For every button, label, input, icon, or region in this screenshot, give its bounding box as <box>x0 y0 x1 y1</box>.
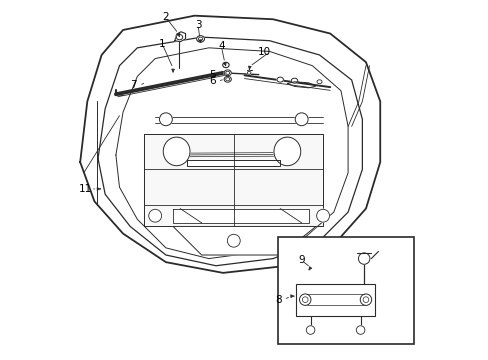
Text: 8: 8 <box>275 295 281 305</box>
Bar <box>278 237 413 344</box>
Circle shape <box>227 234 240 247</box>
Polygon shape <box>287 82 315 88</box>
Ellipse shape <box>224 76 231 82</box>
Circle shape <box>358 253 369 264</box>
Circle shape <box>363 297 368 302</box>
Polygon shape <box>116 48 347 258</box>
Text: 4: 4 <box>218 41 224 51</box>
Ellipse shape <box>176 35 183 40</box>
Circle shape <box>148 209 162 222</box>
Polygon shape <box>175 32 185 42</box>
Polygon shape <box>80 16 380 273</box>
Text: 7: 7 <box>130 80 137 90</box>
Circle shape <box>356 326 364 334</box>
Text: 6: 6 <box>208 76 215 86</box>
Ellipse shape <box>196 36 204 42</box>
Ellipse shape <box>273 137 300 166</box>
Ellipse shape <box>247 71 250 74</box>
Circle shape <box>316 209 329 222</box>
Text: 9: 9 <box>298 255 305 265</box>
Ellipse shape <box>163 137 190 166</box>
Text: 11: 11 <box>79 184 92 194</box>
Ellipse shape <box>316 80 322 84</box>
Text: 1: 1 <box>159 39 165 49</box>
Ellipse shape <box>225 78 229 81</box>
Circle shape <box>159 113 172 126</box>
Text: 5: 5 <box>208 69 215 80</box>
Bar <box>296 284 374 316</box>
Ellipse shape <box>225 71 229 75</box>
Circle shape <box>305 326 314 334</box>
Ellipse shape <box>224 70 231 76</box>
Polygon shape <box>187 160 280 166</box>
Ellipse shape <box>291 78 297 83</box>
Ellipse shape <box>276 77 283 82</box>
Circle shape <box>302 297 307 302</box>
Polygon shape <box>173 208 308 223</box>
Ellipse shape <box>198 37 203 41</box>
Text: 2: 2 <box>163 13 169 22</box>
Polygon shape <box>173 226 315 255</box>
Polygon shape <box>144 134 323 226</box>
Text: 3: 3 <box>194 19 201 30</box>
Text: 10: 10 <box>257 47 270 57</box>
Circle shape <box>299 294 310 305</box>
Circle shape <box>360 294 371 305</box>
Ellipse shape <box>222 62 229 68</box>
Polygon shape <box>98 37 362 266</box>
Circle shape <box>295 113 307 126</box>
